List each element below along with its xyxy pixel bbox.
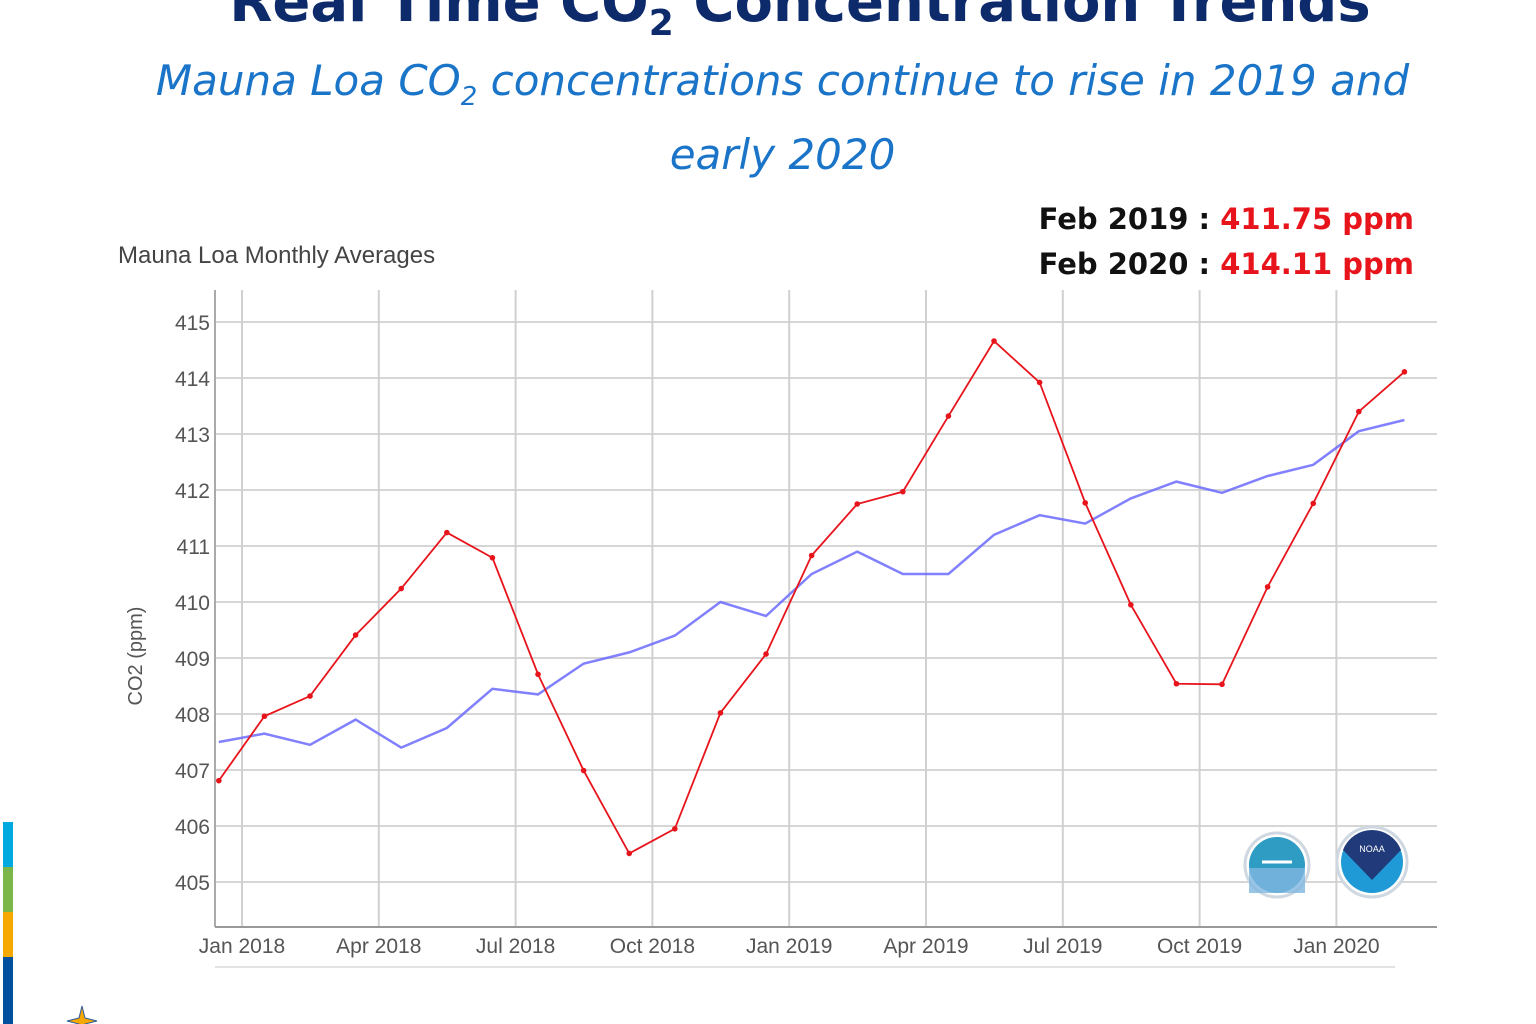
side-bar-orange — [3, 912, 13, 957]
star-logo-icon — [66, 1005, 98, 1024]
monthly-data-point — [489, 554, 496, 561]
monthly-data-point — [945, 413, 952, 419]
monthly-data-point — [1310, 500, 1317, 507]
slide-title: Real Time CO2 Concentration Trends — [229, 0, 1371, 44]
monthly-data-point — [261, 713, 268, 720]
y-tick-label: 410 — [175, 592, 210, 615]
svg-text:NOAA: NOAA — [1359, 844, 1385, 854]
y-tick-label: 414 — [175, 368, 210, 391]
monthly-data-point — [1219, 681, 1225, 688]
y-tick-label: 408 — [175, 704, 210, 727]
monthly-data-point — [672, 826, 678, 832]
side-bar-blue — [3, 957, 13, 1024]
y-tick-label: 412 — [175, 480, 210, 503]
monthly-data-point — [1401, 369, 1408, 375]
monthly-data-point — [307, 693, 313, 699]
x-tick-label: Jan 2020 — [1293, 935, 1379, 958]
x-tick-label: Oct 2018 — [610, 935, 695, 958]
monthly-data-point — [1036, 379, 1043, 386]
monthly-data-point — [444, 529, 450, 536]
y-axis-label: CO2 (ppm) — [125, 607, 147, 706]
side-bar-green — [3, 867, 13, 912]
monthly-data-point — [580, 767, 587, 774]
y-tick-label: 409 — [175, 648, 210, 671]
trend-series-line — [218, 418, 1405, 750]
y-tick-label: 407 — [175, 760, 210, 783]
y-tick-label: 415 — [175, 312, 210, 335]
monthly-data-point — [1082, 500, 1089, 506]
y-tick-label: 405 — [175, 872, 210, 895]
slide-subtitle: Mauna Loa CO2 concentrations continue to… — [155, 56, 1410, 179]
y-tick-label: 406 — [175, 816, 210, 839]
monthly-data-point — [352, 632, 359, 638]
monthly-data-point — [717, 710, 724, 716]
callout-feb-2020: Feb 2020 : 414.11 ppm — [1038, 247, 1414, 281]
monthly-data-point — [216, 777, 222, 784]
x-tick-label: Apr 2019 — [883, 935, 968, 958]
x-tick-label: Jul 2019 — [1023, 935, 1102, 958]
callout-feb-2019: Feb 2019 : 411.75 ppm — [1038, 202, 1414, 236]
x-tick-label: Jan 2019 — [746, 935, 832, 958]
monthly-data-point — [854, 501, 861, 507]
noaa-research-logo — [1243, 831, 1311, 899]
monthly-data-point — [535, 671, 541, 678]
x-tick-label: Jan 2018 — [199, 935, 285, 958]
monthly-data-point — [991, 338, 997, 344]
monthly-data-point — [808, 552, 815, 559]
monthly-data-point — [626, 850, 633, 857]
monthly-data-point — [1356, 408, 1362, 415]
chart-title: Mauna Loa Monthly Averages — [118, 242, 436, 269]
monthly-data-point — [1128, 602, 1134, 608]
side-bar-cyan — [3, 822, 13, 867]
monthly-data-point — [763, 651, 769, 657]
x-tick-label: Apr 2018 — [336, 935, 421, 958]
monthly-data-point — [1173, 680, 1180, 687]
x-tick-label: Oct 2019 — [1157, 935, 1242, 958]
y-tick-label: 411 — [177, 536, 210, 559]
monthly-series-line — [218, 339, 1406, 855]
x-tick-label: Jul 2018 — [476, 935, 555, 958]
monthly-data-point — [398, 585, 405, 592]
y-tick-label: 413 — [175, 424, 210, 447]
monthly-data-point — [1264, 584, 1271, 590]
monthly-data-point — [900, 488, 906, 495]
noaa-logo: NOAA — [1335, 825, 1409, 899]
